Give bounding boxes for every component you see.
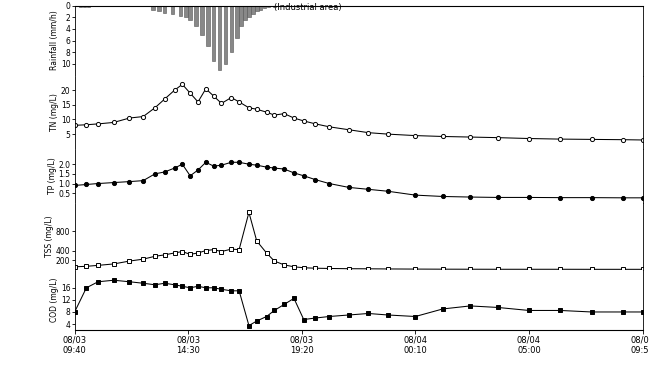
Bar bbox=[267, 6, 270, 7]
Y-axis label: COD (mg/L): COD (mg/L) bbox=[51, 278, 60, 322]
Bar bbox=[151, 6, 154, 10]
Bar bbox=[273, 6, 276, 7]
Bar bbox=[157, 6, 160, 12]
Y-axis label: Rainfall (mm/h): Rainfall (mm/h) bbox=[51, 11, 60, 70]
Bar bbox=[82, 6, 86, 7]
Bar bbox=[251, 6, 254, 14]
Bar bbox=[212, 6, 215, 61]
Bar bbox=[188, 6, 192, 20]
Text: (Industrial area): (Industrial area) bbox=[275, 3, 342, 12]
Bar bbox=[243, 6, 247, 20]
Bar bbox=[194, 6, 198, 26]
Bar bbox=[79, 6, 82, 7]
Bar bbox=[171, 6, 175, 14]
Bar bbox=[178, 6, 182, 16]
Bar bbox=[184, 6, 188, 17]
Bar bbox=[259, 6, 262, 10]
Bar bbox=[218, 6, 221, 70]
Bar bbox=[263, 6, 266, 8]
Bar bbox=[230, 6, 233, 52]
Bar bbox=[86, 6, 90, 7]
Y-axis label: TP (mg/L): TP (mg/L) bbox=[48, 157, 57, 194]
Bar bbox=[163, 6, 167, 13]
Bar bbox=[224, 6, 227, 64]
Bar bbox=[247, 6, 251, 17]
Bar bbox=[255, 6, 258, 12]
Bar bbox=[239, 6, 243, 26]
Y-axis label: TSS (mg/L): TSS (mg/L) bbox=[45, 216, 55, 257]
Y-axis label: TN (mg/L): TN (mg/L) bbox=[51, 93, 60, 131]
Bar bbox=[200, 6, 204, 35]
Bar bbox=[236, 6, 239, 38]
Bar bbox=[206, 6, 210, 46]
